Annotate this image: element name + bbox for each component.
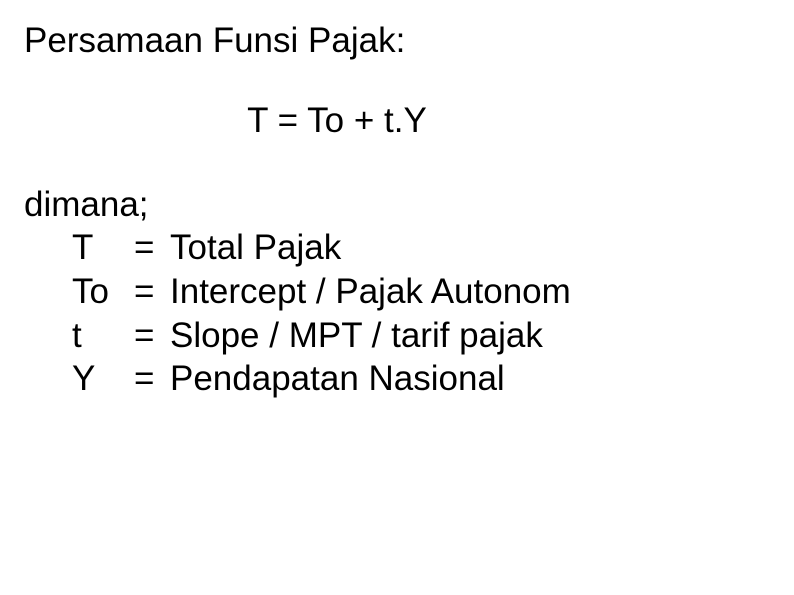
definition-row: To = Intercept / Pajak Autonom — [72, 270, 770, 314]
definition-symbol: Y — [72, 357, 134, 401]
definition-row: Y = Pendapatan Nasional — [72, 357, 770, 401]
definition-text: Pendapatan Nasional — [170, 357, 770, 401]
definition-text: Intercept / Pajak Autonom — [170, 270, 770, 314]
definitions-list: T = Total Pajak To = Intercept / Pajak A… — [24, 226, 770, 401]
equals-sign: = — [134, 226, 170, 270]
where-label: dimana; — [24, 184, 770, 226]
definition-text: Total Pajak — [170, 226, 770, 270]
equals-sign: = — [134, 357, 170, 401]
definition-symbol: t — [72, 314, 134, 358]
slide: Persamaan Funsi Pajak: T = To + t.Y dima… — [0, 0, 794, 595]
definition-symbol: T — [72, 226, 134, 270]
equals-sign: = — [134, 314, 170, 358]
definition-text: Slope / MPT / tarif pajak — [170, 314, 770, 358]
definition-row: T = Total Pajak — [72, 226, 770, 270]
tax-function-equation: T = To + t.Y — [24, 100, 770, 142]
page-title: Persamaan Funsi Pajak: — [24, 20, 770, 62]
definition-symbol: To — [72, 270, 134, 314]
definition-row: t = Slope / MPT / tarif pajak — [72, 314, 770, 358]
equals-sign: = — [134, 270, 170, 314]
